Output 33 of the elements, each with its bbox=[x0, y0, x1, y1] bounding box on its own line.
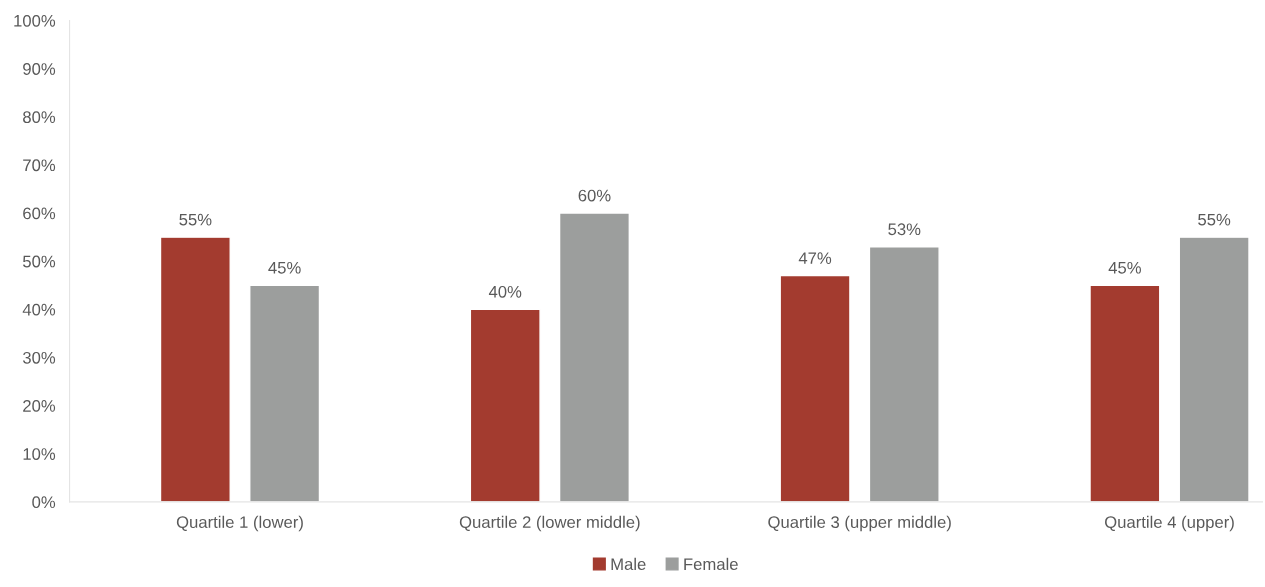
x-tick-label: Quartile 3 (upper middle) bbox=[768, 515, 951, 532]
data-label: 60% bbox=[578, 189, 611, 202]
data-label: 40% bbox=[488, 285, 522, 298]
y-tick-label: 50% bbox=[23, 255, 56, 268]
data-label: 53% bbox=[888, 223, 921, 236]
bar bbox=[469, 308, 541, 502]
y-tick-label: 80% bbox=[23, 111, 56, 124]
data-label: 47% bbox=[798, 252, 832, 264]
y-tick-label: 20% bbox=[23, 400, 56, 412]
x-tick-label: Quartile 1 (lower) bbox=[176, 515, 303, 532]
bar bbox=[1089, 284, 1161, 502]
legend-label: Male bbox=[611, 557, 646, 571]
legend-label: Female bbox=[684, 557, 738, 571]
y-tick-label: 40% bbox=[22, 303, 56, 316]
x-tick-label: Quartile 4 (upper) bbox=[1105, 515, 1234, 532]
y-tick-label: 70% bbox=[23, 159, 56, 172]
data-label: 45% bbox=[268, 261, 301, 274]
bar bbox=[558, 212, 631, 502]
bar bbox=[159, 236, 231, 502]
y-tick-label: 30% bbox=[22, 351, 56, 364]
y-tick-label: 0% bbox=[32, 496, 56, 509]
y-tick-label: 10% bbox=[23, 448, 56, 460]
x-tick-label: Quartile 2 (lower middle) bbox=[459, 515, 640, 532]
y-tick-label: 100% bbox=[14, 14, 56, 27]
bar bbox=[249, 284, 321, 502]
data-label: 55% bbox=[1198, 213, 1231, 226]
bar bbox=[779, 274, 851, 502]
data-label: 45% bbox=[1108, 261, 1141, 274]
y-tick-label: 90% bbox=[23, 63, 56, 75]
bar bbox=[868, 246, 940, 502]
y-tick-label: 60% bbox=[23, 207, 56, 220]
bar bbox=[1178, 236, 1250, 502]
data-label: 55% bbox=[179, 213, 212, 226]
